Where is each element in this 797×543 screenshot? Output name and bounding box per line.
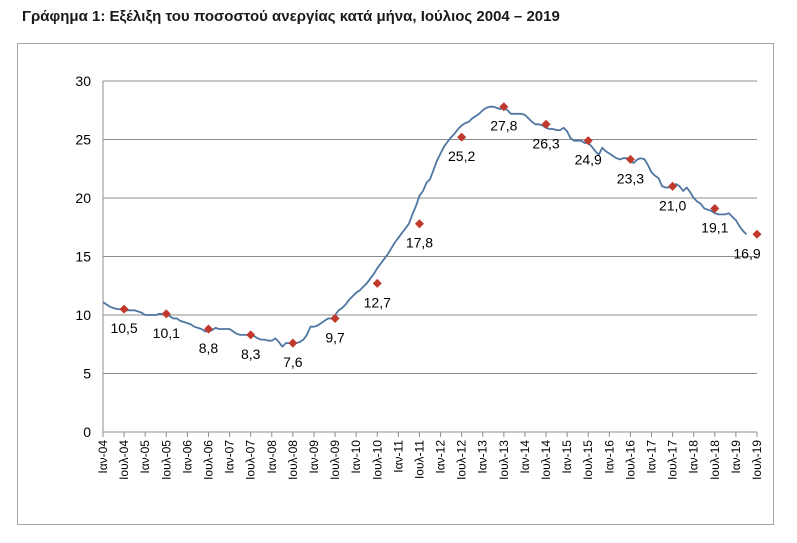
data-point-marker bbox=[203, 324, 214, 334]
x-tick-label: Ιαν-06 bbox=[180, 440, 194, 474]
x-tick-label: Ιουλ-16 bbox=[623, 440, 637, 480]
x-tick-label: Ιαν-10 bbox=[349, 440, 363, 474]
data-label: 7,6 bbox=[283, 354, 303, 370]
x-tick-label: Ιουλ-15 bbox=[581, 440, 595, 480]
data-point-marker bbox=[457, 132, 467, 142]
x-tick-label: Ιαν-16 bbox=[602, 440, 616, 474]
x-tick-label: Ιαν-12 bbox=[434, 440, 448, 474]
x-tick-label: Ιουλ-11 bbox=[412, 440, 426, 479]
unemployment-series-line bbox=[102, 105, 748, 348]
data-point-marker bbox=[752, 229, 762, 239]
data-point-marker bbox=[668, 181, 678, 191]
x-tick-label: Ιαν-14 bbox=[518, 440, 532, 474]
x-tick-label: Ιουλ-14 bbox=[539, 440, 553, 480]
chart-frame bbox=[17, 43, 774, 525]
x-tick-label: Ιουλ-09 bbox=[328, 440, 342, 480]
x-tick-label: Ιαν-15 bbox=[560, 440, 574, 474]
data-label: 21,0 bbox=[659, 197, 686, 213]
data-label: 16,9 bbox=[733, 245, 760, 261]
data-label: 17,8 bbox=[406, 235, 433, 251]
x-tick-label: Ιουλ-08 bbox=[286, 440, 300, 480]
x-tick-label: Ιουλ-05 bbox=[159, 440, 173, 480]
data-label: 27,8 bbox=[490, 118, 517, 134]
data-point-marker bbox=[246, 330, 256, 340]
y-tick-label: 30 bbox=[75, 73, 91, 89]
data-point-marker bbox=[541, 119, 551, 129]
x-tick-label: Ιαν-19 bbox=[729, 440, 743, 474]
x-tick-label: Ιουλ-13 bbox=[497, 440, 511, 480]
x-tick-label: Ιουλ-06 bbox=[201, 440, 215, 480]
y-tick-label: 25 bbox=[75, 132, 91, 148]
y-tick-label: 0 bbox=[83, 424, 91, 440]
x-tick-label: Ιαν-18 bbox=[687, 440, 701, 474]
x-tick-label: Ιουλ-18 bbox=[708, 440, 722, 480]
data-label: 12,7 bbox=[364, 294, 391, 310]
data-label: 10,1 bbox=[153, 325, 180, 341]
data-label: 10,5 bbox=[110, 320, 137, 336]
data-label: 9,7 bbox=[325, 330, 345, 346]
data-point-marker bbox=[288, 338, 298, 348]
data-label: 23,3 bbox=[617, 170, 644, 186]
chart-title: Γράφημα 1: Εξέλιξη του ποσοστού ανεργίας… bbox=[22, 8, 560, 25]
data-label: 25,2 bbox=[448, 148, 475, 164]
y-tick-label: 10 bbox=[75, 307, 91, 323]
y-tick-label: 20 bbox=[75, 190, 91, 206]
data-label: 26,3 bbox=[532, 135, 559, 151]
x-tick-label: Ιαν-07 bbox=[223, 440, 237, 474]
x-tick-label: Ιουλ-10 bbox=[370, 440, 384, 480]
y-tick-label: 5 bbox=[83, 366, 91, 382]
x-tick-label: Ιαν-04 bbox=[96, 440, 110, 474]
data-label: 8,3 bbox=[241, 346, 261, 362]
x-tick-label: Ιουλ-04 bbox=[117, 440, 131, 480]
x-tick-label: Ιουλ-07 bbox=[244, 440, 258, 480]
x-tick-label: Ιαν-11 bbox=[391, 440, 405, 473]
y-tick-label: 15 bbox=[75, 249, 91, 265]
x-tick-label: Ιουλ-17 bbox=[666, 440, 680, 480]
x-tick-label: Ιαν-09 bbox=[307, 440, 321, 474]
data-label: 8,8 bbox=[199, 340, 219, 356]
x-tick-label: Ιαν-08 bbox=[265, 440, 279, 474]
x-tick-label: Ιαν-13 bbox=[476, 440, 490, 474]
data-label: 24,9 bbox=[575, 152, 602, 168]
x-tick-label: Ιαν-17 bbox=[645, 440, 659, 474]
data-point-marker bbox=[499, 102, 509, 112]
data-point-marker bbox=[372, 278, 382, 288]
data-point-marker bbox=[414, 219, 424, 229]
x-tick-label: Ιουλ-19 bbox=[750, 440, 764, 480]
data-label: 19,1 bbox=[701, 220, 728, 236]
x-tick-label: Ιουλ-12 bbox=[455, 440, 469, 480]
data-point-marker bbox=[119, 304, 129, 314]
x-tick-label: Ιαν-05 bbox=[138, 440, 152, 474]
